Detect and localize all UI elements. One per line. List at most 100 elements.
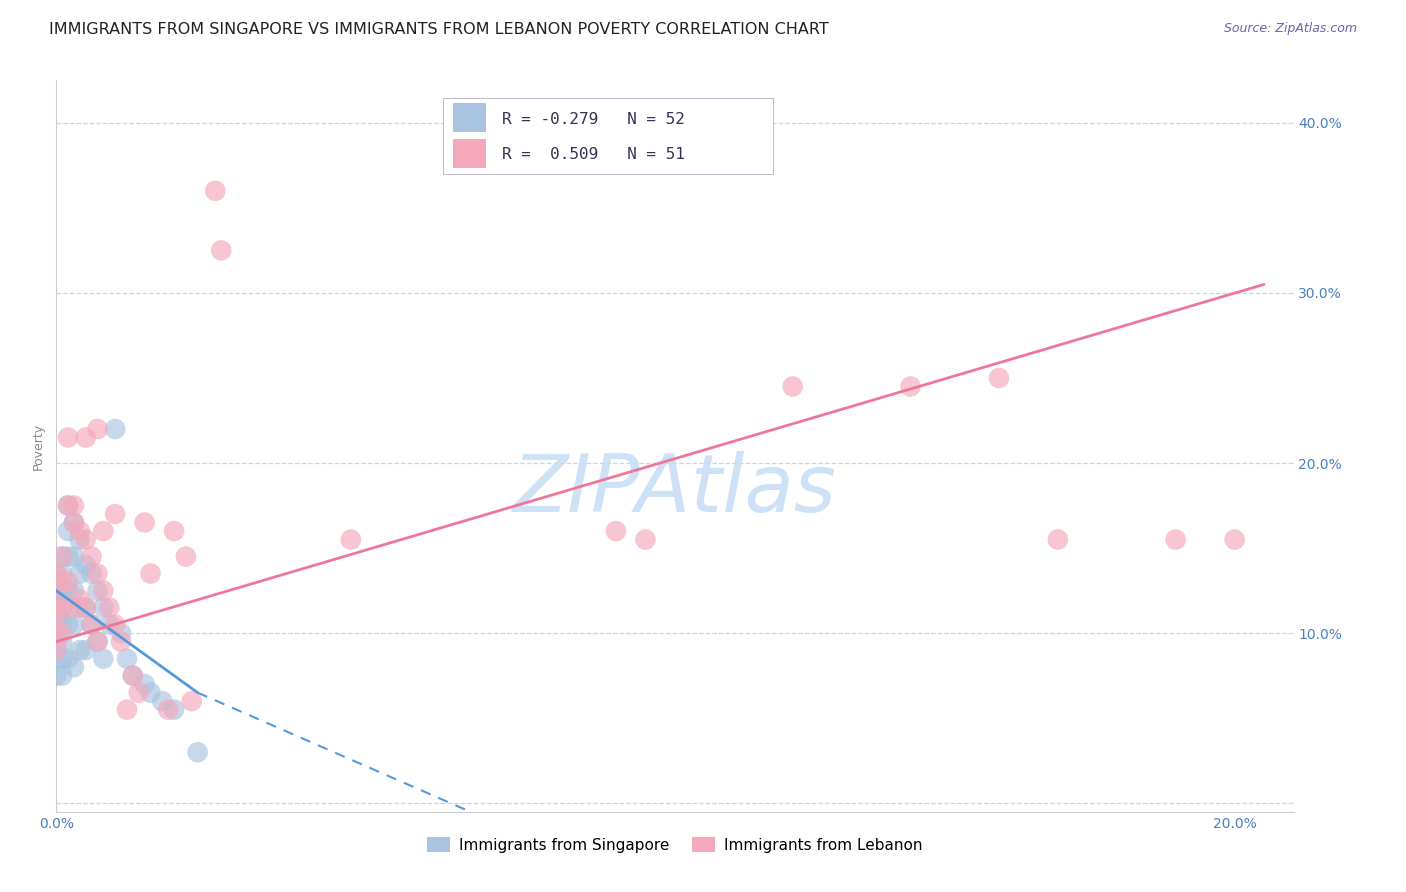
Point <box>45 592 67 607</box>
Point <box>104 422 127 436</box>
Point <box>139 566 162 581</box>
Point <box>900 379 922 393</box>
Point <box>63 660 86 674</box>
Point <box>93 651 115 665</box>
Point <box>80 566 103 581</box>
Point <box>93 600 115 615</box>
Point <box>75 600 97 615</box>
Point <box>56 549 79 564</box>
Point <box>128 686 150 700</box>
Point <box>75 558 97 572</box>
Point <box>45 626 67 640</box>
Point <box>51 634 73 648</box>
Point <box>63 617 86 632</box>
Point <box>75 600 97 615</box>
Point <box>209 244 232 258</box>
Point <box>69 533 91 547</box>
Point <box>110 634 132 648</box>
Point <box>634 533 657 547</box>
Point <box>98 600 121 615</box>
Point <box>45 609 67 624</box>
Point <box>134 677 156 691</box>
Point <box>51 575 73 590</box>
Point <box>56 499 79 513</box>
Point <box>56 430 79 444</box>
Point <box>63 583 86 598</box>
Point <box>80 617 103 632</box>
Point <box>56 583 79 598</box>
Point <box>51 600 73 615</box>
Point <box>987 371 1010 385</box>
Point <box>51 617 73 632</box>
Bar <box>453 103 486 132</box>
Point <box>80 549 103 564</box>
Point <box>75 533 97 547</box>
Point <box>121 668 143 682</box>
Point <box>75 430 97 444</box>
Text: Source: ZipAtlas.com: Source: ZipAtlas.com <box>1223 22 1357 36</box>
Point <box>45 626 67 640</box>
Point <box>163 703 186 717</box>
Point <box>104 617 127 632</box>
Point <box>80 617 103 632</box>
Bar <box>453 139 486 168</box>
Point <box>63 549 86 564</box>
Point <box>51 668 73 682</box>
Point <box>45 643 67 657</box>
Point <box>134 516 156 530</box>
Point <box>63 516 86 530</box>
Point <box>51 583 73 598</box>
Point <box>1223 533 1246 547</box>
Point <box>93 583 115 598</box>
Point <box>63 516 86 530</box>
Point <box>51 566 73 581</box>
Text: R =  0.509   N = 51: R = 0.509 N = 51 <box>502 147 685 162</box>
Point <box>163 524 186 538</box>
Point <box>56 617 79 632</box>
Point <box>51 626 73 640</box>
Point <box>115 651 138 665</box>
Point <box>45 592 67 607</box>
Point <box>93 524 115 538</box>
Point <box>110 626 132 640</box>
Point <box>56 651 79 665</box>
Point <box>51 651 73 665</box>
Point <box>56 575 79 590</box>
Point <box>45 651 67 665</box>
Point <box>86 566 108 581</box>
Point <box>605 524 627 538</box>
Point <box>86 583 108 598</box>
Point <box>45 668 67 682</box>
Point <box>45 609 67 624</box>
Point <box>69 643 91 657</box>
Point <box>1046 533 1069 547</box>
Point <box>204 184 226 198</box>
Point <box>45 566 67 581</box>
Point <box>69 600 91 615</box>
Text: IMMIGRANTS FROM SINGAPORE VS IMMIGRANTS FROM LEBANON POVERTY CORRELATION CHART: IMMIGRANTS FROM SINGAPORE VS IMMIGRANTS … <box>49 22 830 37</box>
Legend: Immigrants from Singapore, Immigrants from Lebanon: Immigrants from Singapore, Immigrants fr… <box>420 831 929 859</box>
Point <box>157 703 180 717</box>
Point <box>45 617 67 632</box>
Point <box>86 634 108 648</box>
Point <box>69 566 91 581</box>
Point <box>56 524 79 538</box>
Point <box>187 745 209 759</box>
Point <box>45 634 67 648</box>
Point <box>340 533 363 547</box>
Y-axis label: Poverty: Poverty <box>32 423 45 469</box>
Point <box>139 686 162 700</box>
Point <box>150 694 173 708</box>
Point <box>121 668 143 682</box>
Point <box>86 634 108 648</box>
Point <box>56 499 79 513</box>
Point <box>174 549 197 564</box>
Text: ZIPAtlas: ZIPAtlas <box>513 450 837 529</box>
Point <box>45 566 67 581</box>
Point <box>51 600 73 615</box>
Point <box>98 617 121 632</box>
Point <box>1164 533 1187 547</box>
Point <box>63 499 86 513</box>
Point <box>69 592 91 607</box>
Point <box>104 507 127 521</box>
